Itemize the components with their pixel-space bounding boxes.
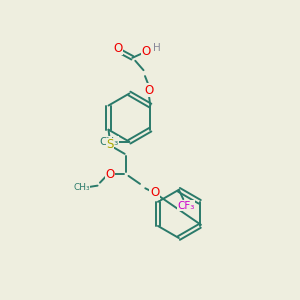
Text: CH₃: CH₃ xyxy=(99,137,119,147)
Text: O: O xyxy=(105,168,115,181)
Text: O: O xyxy=(142,45,151,58)
Text: S: S xyxy=(106,139,114,152)
Text: CF₃: CF₃ xyxy=(178,201,195,211)
Text: CH₃: CH₃ xyxy=(74,183,90,192)
Text: O: O xyxy=(113,42,122,55)
Text: H: H xyxy=(153,43,161,53)
Text: O: O xyxy=(144,84,154,97)
Text: O: O xyxy=(150,186,159,199)
